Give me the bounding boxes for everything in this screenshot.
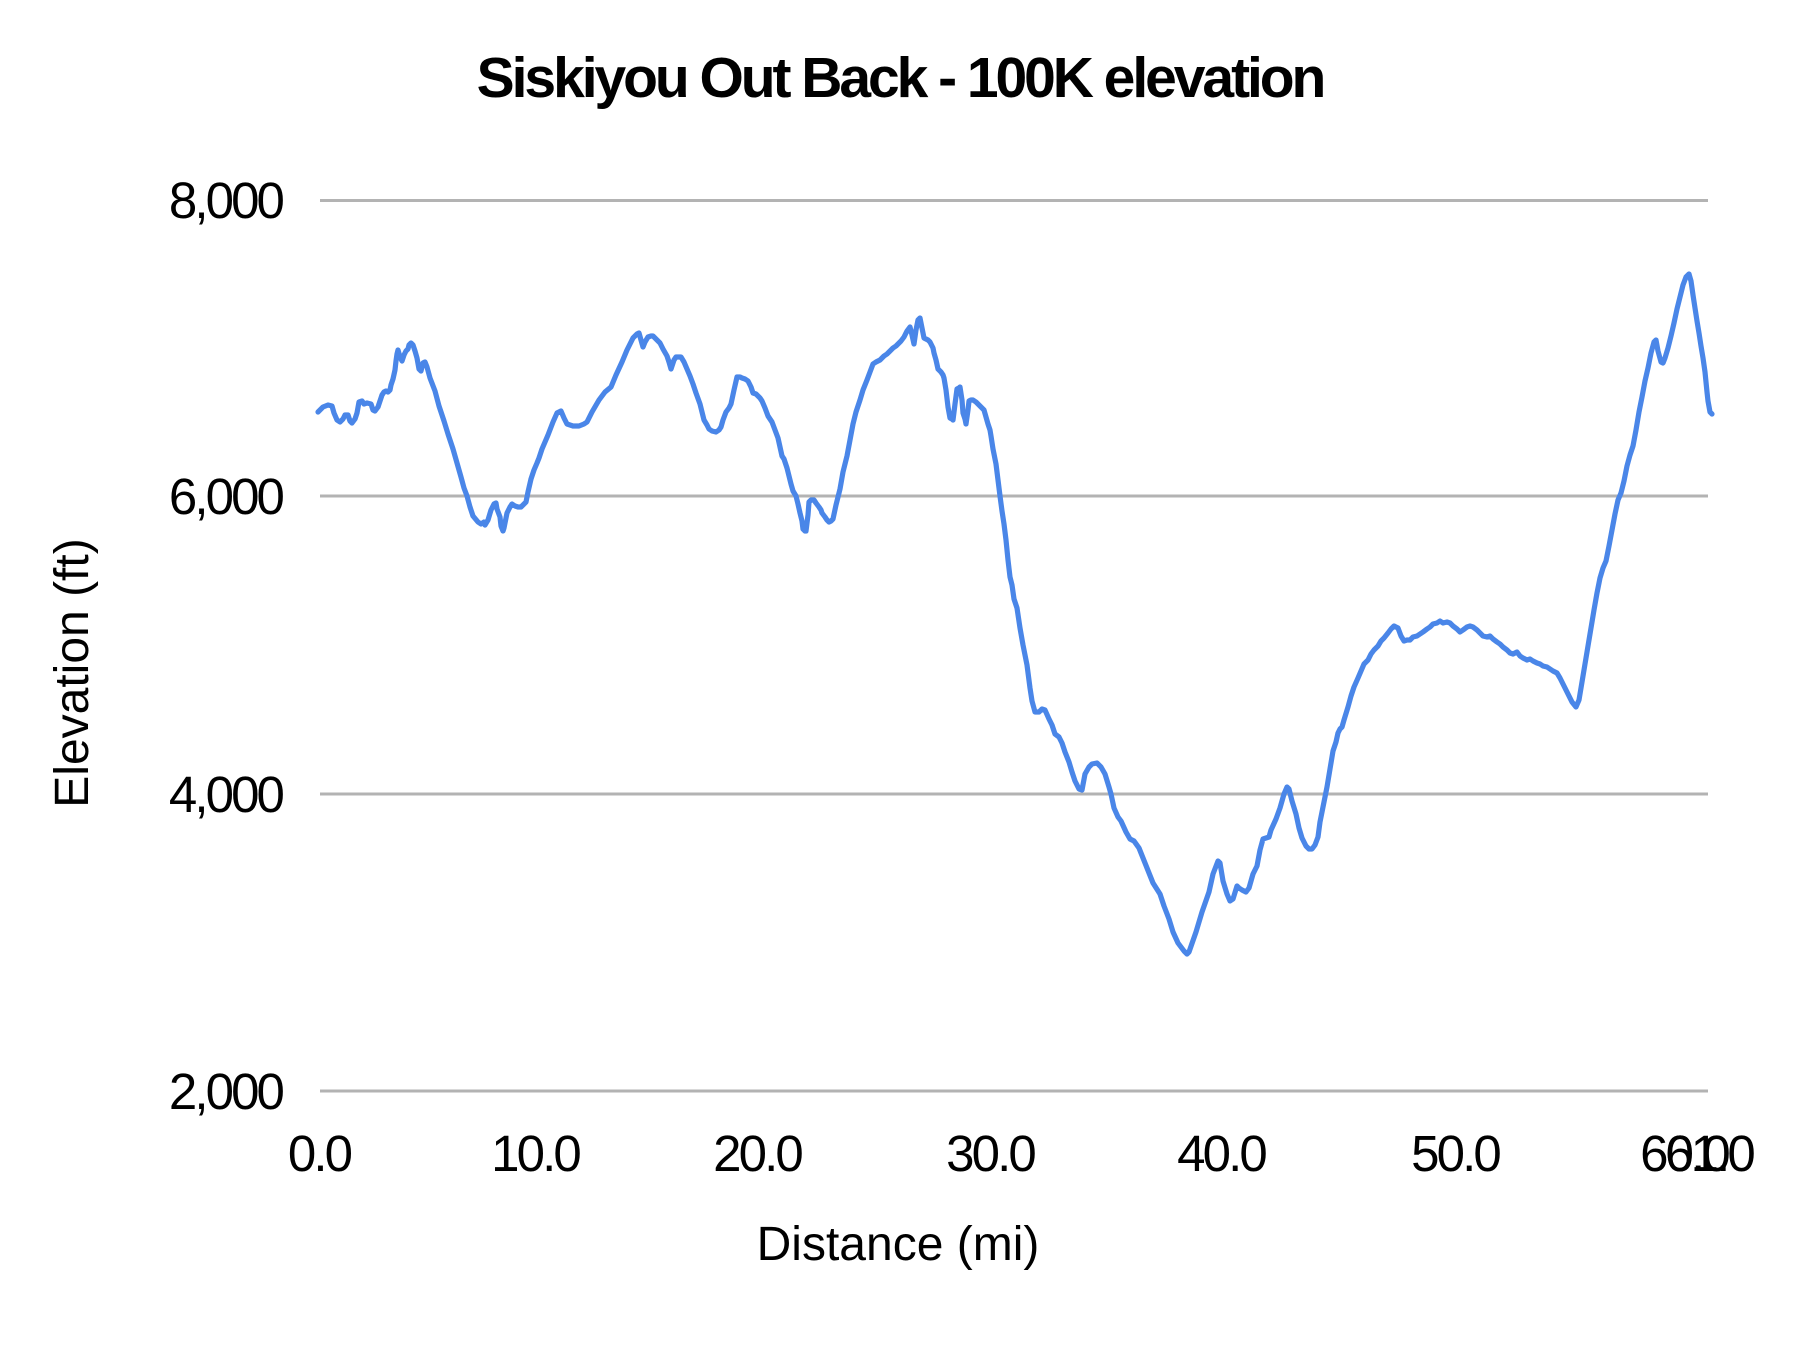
svg-text:2,000: 2,000: [169, 1063, 284, 1120]
svg-text:20.0: 20.0: [713, 1125, 802, 1182]
svg-text:60.0: 60.0: [1640, 1125, 1729, 1182]
svg-text:4,000: 4,000: [169, 766, 284, 823]
svg-text:Siskiyou Out Back - 100K eleva: Siskiyou Out Back - 100K elevation: [477, 46, 1324, 110]
svg-text:50.0: 50.0: [1411, 1125, 1500, 1182]
svg-text:Elevation (ft): Elevation (ft): [46, 538, 99, 807]
svg-text:Distance (mi): Distance (mi): [757, 1218, 1040, 1271]
svg-text:61.0: 61.0: [1665, 1125, 1754, 1182]
svg-text:40.0: 40.0: [1177, 1125, 1266, 1182]
svg-text:6,000: 6,000: [169, 468, 284, 525]
svg-text:0.0: 0.0: [288, 1125, 352, 1182]
svg-text:30.0: 30.0: [946, 1125, 1035, 1182]
svg-text:8,000: 8,000: [169, 172, 284, 229]
svg-text:10.0: 10.0: [491, 1125, 580, 1182]
